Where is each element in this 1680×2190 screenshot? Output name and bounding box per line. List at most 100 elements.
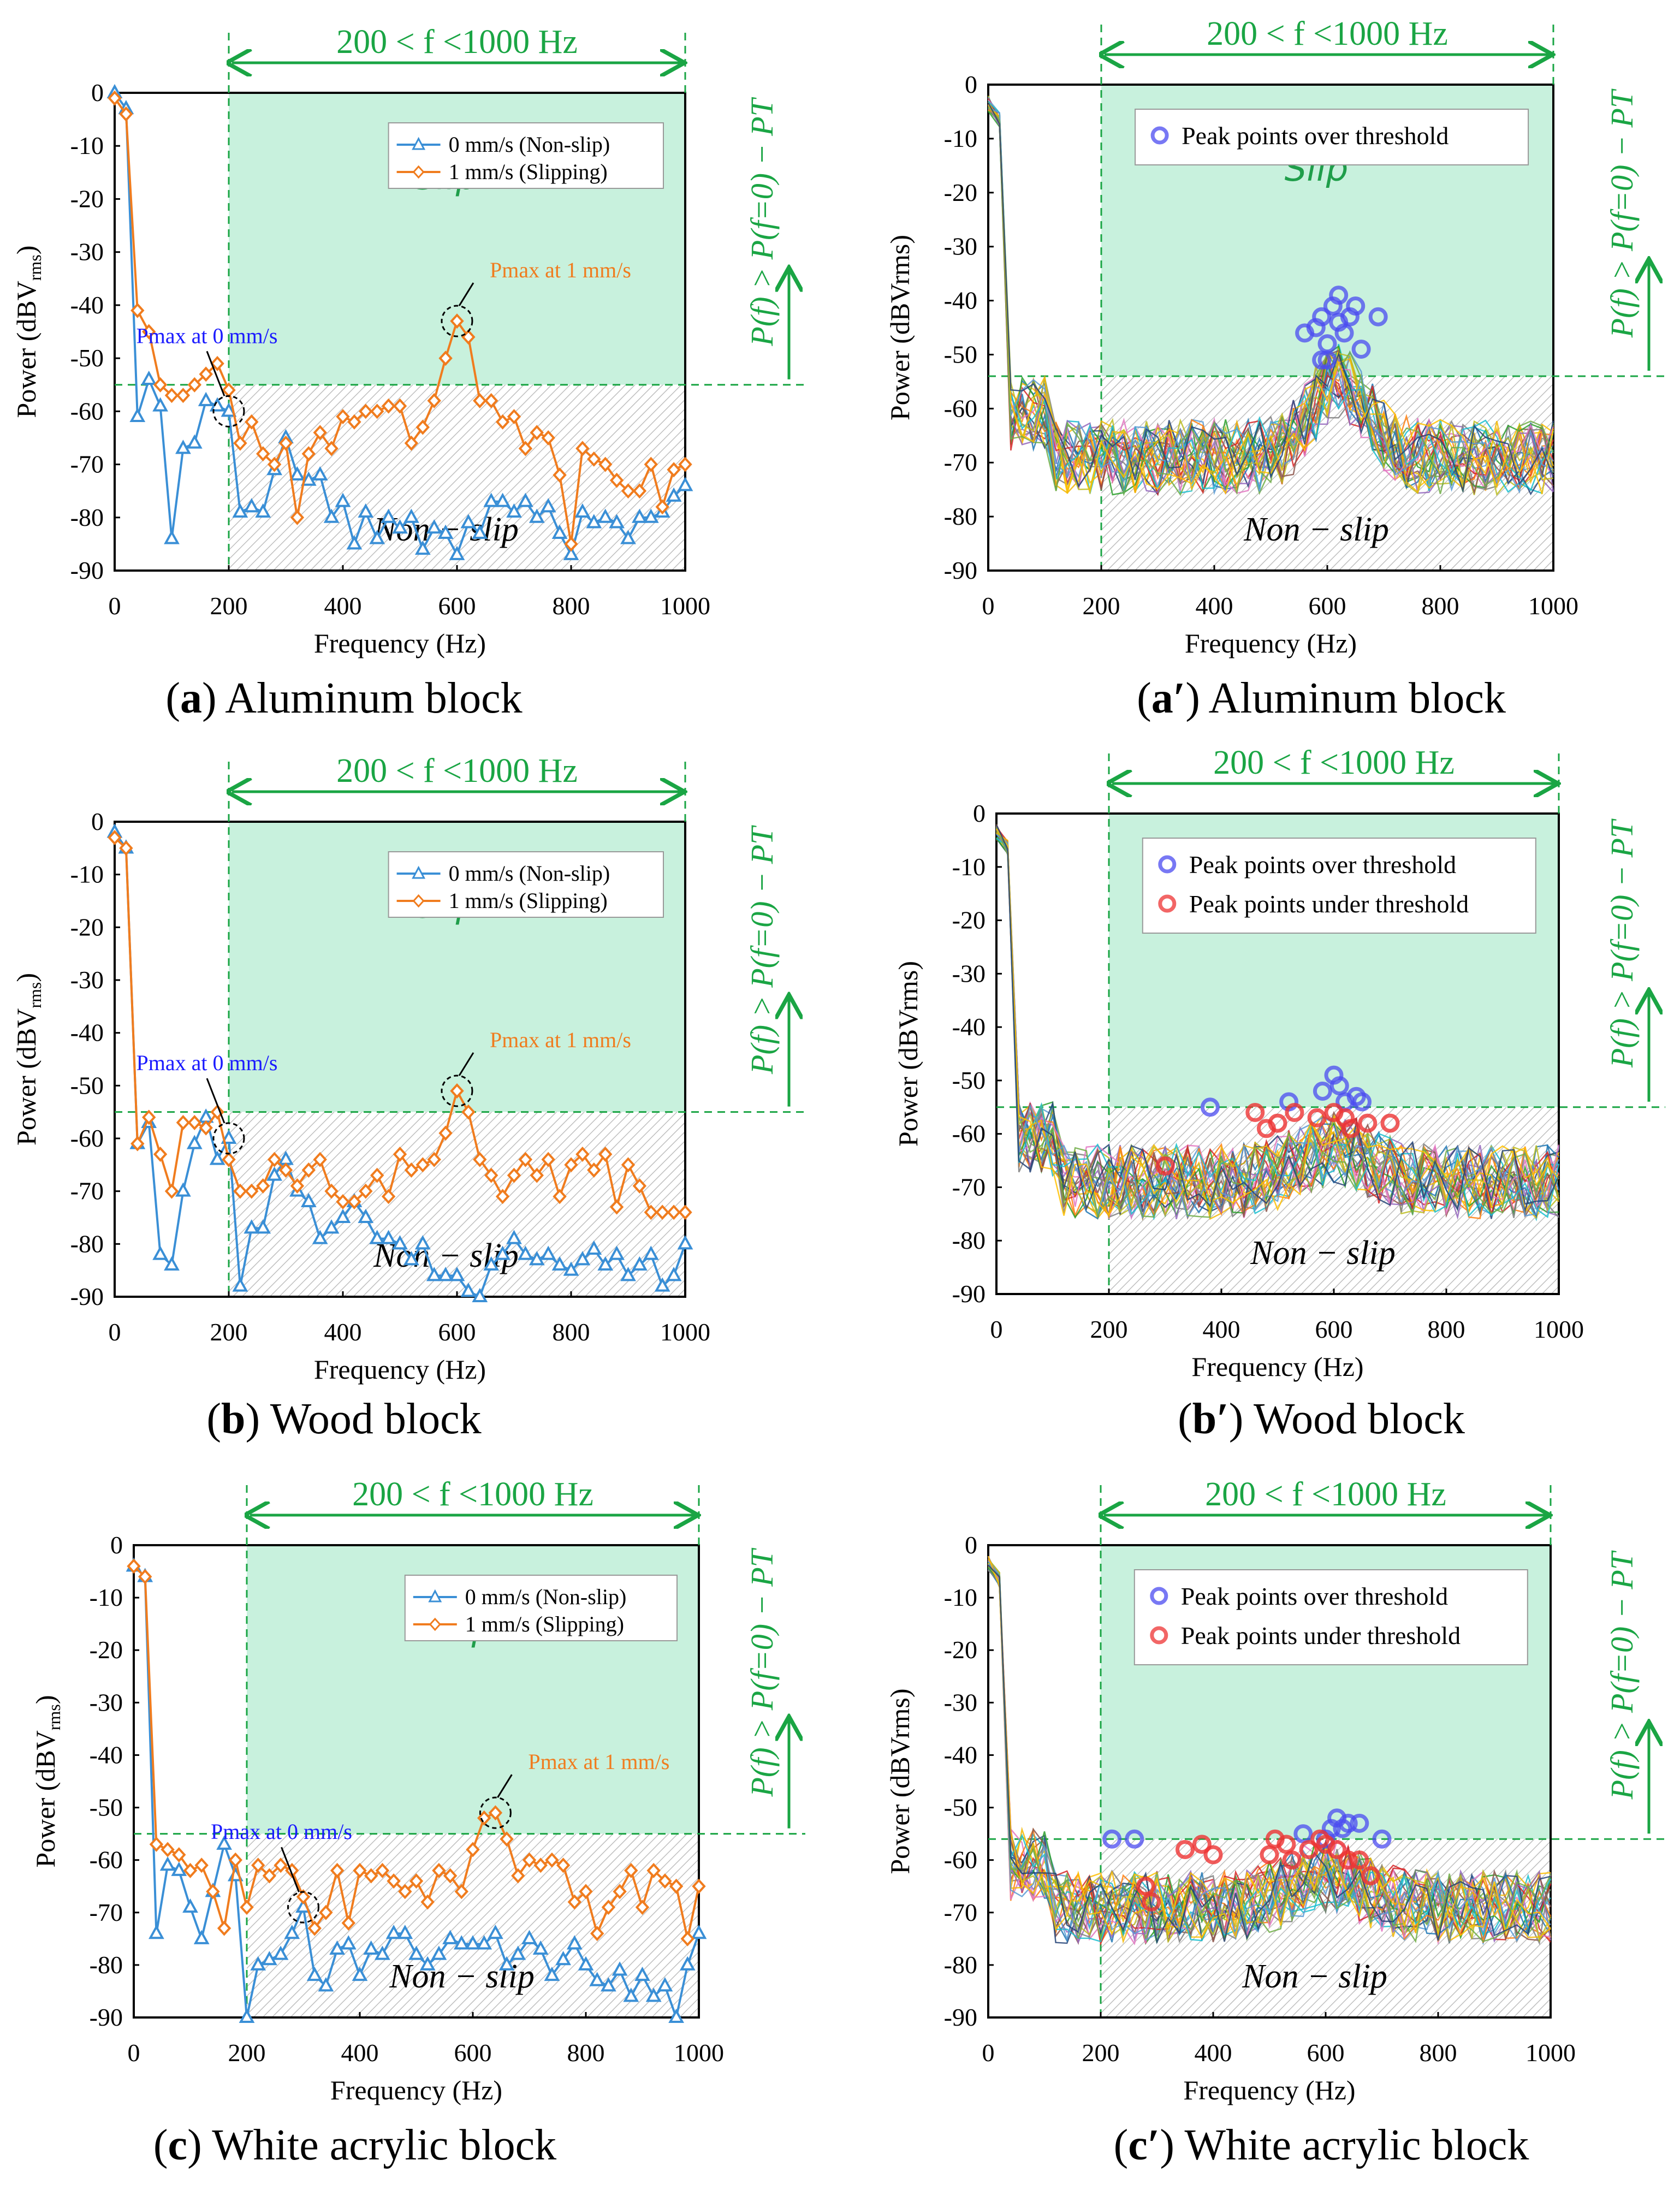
- data-point-nonslip: [632, 508, 648, 523]
- data-point-slipping: [141, 324, 156, 340]
- x-tick-label: 1000: [1528, 592, 1578, 620]
- legend-box: [404, 1575, 678, 1641]
- data-point-nonslip: [152, 397, 168, 412]
- data-point-slipping: [222, 1152, 236, 1167]
- data-point-slipping: [415, 419, 430, 435]
- spectrum-trace: [995, 828, 1559, 1216]
- x-tick-label: 200: [210, 592, 248, 620]
- data-point-slipping: [119, 840, 133, 856]
- data-point-nonslip: [495, 1245, 510, 1260]
- data-point-nonslip: [666, 1267, 682, 1281]
- data-point-nonslip: [397, 1925, 413, 1939]
- data-point-slipping: [278, 1162, 293, 1178]
- data-point-nonslip: [668, 2008, 684, 2023]
- data-point-nonslip: [623, 1987, 639, 2002]
- data-point-slipping: [256, 446, 270, 462]
- x-tick-label: 400: [1196, 592, 1233, 620]
- data-point-slipping: [658, 1873, 672, 1889]
- spectrum-trace: [996, 833, 1560, 1219]
- spectrum-trace: [987, 102, 1554, 494]
- data-point-slipping: [613, 1884, 627, 1900]
- data-point-slipping: [290, 1178, 305, 1194]
- data-point-slipping: [138, 1569, 152, 1584]
- pmax-0-annotation: Pmax at 0 mm/s: [211, 1819, 352, 1844]
- legend-label: 1 mm/s (Slipping): [449, 159, 608, 184]
- data-point-slipping: [153, 377, 168, 393]
- peak-under-marker: [1341, 1119, 1361, 1138]
- data-point-slipping: [141, 1109, 156, 1125]
- plot-frame: [133, 1544, 700, 2019]
- data-point-slipping: [587, 1162, 601, 1178]
- data-point-nonslip: [563, 545, 579, 560]
- peak-over-marker: [1338, 1813, 1358, 1833]
- x-tick-label: 600: [454, 2039, 492, 2067]
- panel-caption: (b′) Wood block: [1178, 1395, 1465, 1443]
- data-point-nonslip: [518, 492, 533, 507]
- legend-label: Peak points over threshold: [1182, 122, 1449, 150]
- spectrum-trace: [988, 105, 1554, 494]
- y-tick-label: -40: [70, 1019, 104, 1047]
- y-tick-label: -10: [944, 124, 977, 152]
- data-point-nonslip: [312, 1230, 328, 1244]
- data-point-nonslip: [262, 1951, 277, 1966]
- data-point-nonslip: [586, 1240, 602, 1255]
- legend-marker: [412, 136, 426, 150]
- peak-under-marker: [1310, 1829, 1330, 1849]
- spectrum-trace: [988, 107, 1554, 490]
- y-tick-label: -40: [944, 1741, 977, 1768]
- legend-marker: [412, 894, 425, 908]
- y-tick-label: -90: [944, 556, 977, 584]
- y-axis-title: Power (dBVrms): [884, 235, 915, 420]
- x-tick-label: 1000: [1534, 1315, 1584, 1343]
- data-point-slipping: [488, 1805, 503, 1821]
- data-point-nonslip: [175, 1182, 191, 1197]
- data-point-slipping: [609, 1199, 624, 1215]
- data-point-nonslip: [691, 1925, 707, 1939]
- data-point-slipping: [511, 1868, 525, 1884]
- legend-label: Peak points under threshold: [1181, 1622, 1461, 1649]
- data-point-slipping: [267, 1152, 282, 1167]
- x-axis-title: Frequency (Hz): [314, 628, 486, 658]
- y-tick-label: -50: [944, 1794, 977, 1821]
- spectrum-trace: [995, 826, 1560, 1219]
- data-point-slipping: [130, 1136, 145, 1152]
- data-point-slipping: [438, 1125, 453, 1141]
- y-tick-label: -20: [952, 906, 986, 934]
- plot-frame: [114, 821, 686, 1298]
- spectrum-trace: [987, 1560, 1551, 1945]
- y-tick-label: -50: [90, 1794, 123, 1821]
- spectrum-trace: [988, 107, 1554, 495]
- spectrum-trace: [987, 104, 1554, 495]
- data-point-slipping: [598, 1147, 613, 1162]
- chart-panel-b: 200 < f <1000 Hz P(f) > P(f=0) − PT 0 -10 -2…: [11, 752, 805, 1443]
- x-axis-title: Frequency (Hz): [330, 2075, 502, 2105]
- spectrum-trace: [995, 827, 1560, 1219]
- data-point-slipping: [370, 1167, 384, 1183]
- data-point-slipping: [680, 1931, 695, 1946]
- legend-box: [1133, 1569, 1528, 1665]
- data-point-nonslip: [306, 1966, 323, 1981]
- panel-caption: (c′) White acrylic block: [1114, 2121, 1529, 2169]
- y-tick-label: -20: [90, 1636, 123, 1664]
- data-point-slipping: [251, 1857, 265, 1873]
- data-point-slipping: [450, 313, 464, 329]
- nonslip-label: Non − slip: [389, 1958, 535, 1995]
- data-point-nonslip: [426, 519, 442, 534]
- y-tick-label: -50: [70, 344, 104, 372]
- y-tick-label: -90: [952, 1280, 986, 1308]
- peak-under-marker: [1380, 1113, 1400, 1133]
- panel-caption: (c) White acrylic block: [153, 2121, 556, 2169]
- y-tick-label: 0: [965, 1531, 977, 1559]
- x-tick-label: 600: [1315, 1315, 1353, 1343]
- data-point-slipping: [454, 1884, 469, 1900]
- legend-peak-over-marker: [1150, 126, 1169, 145]
- data-point-nonslip: [609, 514, 625, 529]
- data-point-nonslip: [250, 1956, 266, 1971]
- peak-over-marker: [1346, 296, 1366, 316]
- data-point-slipping: [484, 1167, 498, 1183]
- data-point-slipping: [307, 1920, 322, 1936]
- data-point-nonslip: [255, 503, 271, 518]
- data-point-nonslip: [495, 492, 510, 507]
- data-point-slipping: [324, 1183, 339, 1199]
- panel-caption: (a′) Aluminum block: [1137, 674, 1506, 722]
